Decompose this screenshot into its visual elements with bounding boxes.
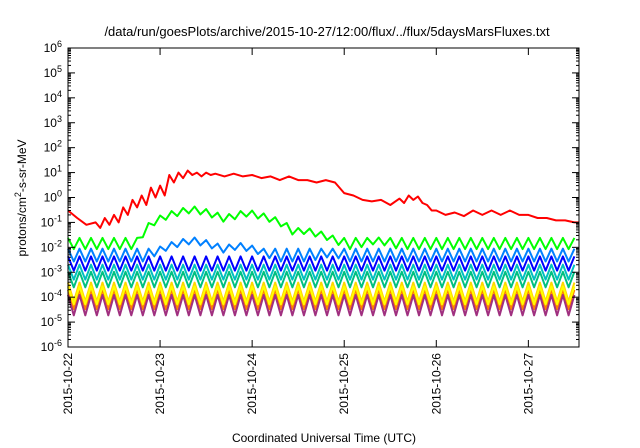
- chart-title: /data/run/goesPlots/archive/2015-10-27/1…: [104, 24, 550, 39]
- y-tick-exp: -3: [54, 263, 62, 273]
- y-tick-label: 10-5: [41, 313, 62, 329]
- y-tick-label: 101: [44, 164, 62, 180]
- y-tick-label: 105: [44, 64, 62, 80]
- x-tick-label: 2015-10-27: [521, 353, 535, 415]
- plot-lines: [67, 169, 579, 317]
- x-tick-label: 2015-10-26: [429, 353, 443, 415]
- y-label-sup: 2: [13, 192, 23, 197]
- series-line-2: [67, 236, 576, 263]
- series-line-1: [67, 205, 576, 251]
- y-tick-exp: 6: [57, 39, 62, 49]
- x-axis: 2015-10-22 2015-10-23 2015-10-24 2015-10-25…: [61, 48, 535, 414]
- y-tick-label: 104: [44, 89, 62, 105]
- y-label-suffix: -s-sr-MeV: [15, 139, 29, 192]
- x-tick-label: 2015-10-24: [245, 353, 259, 415]
- y-tick-base: 10: [41, 215, 55, 229]
- series-line-8: [67, 285, 576, 306]
- y-tick-exp: 1: [57, 164, 62, 174]
- y-tick-base: 10: [44, 91, 58, 105]
- y-tick-label: 103: [44, 114, 62, 130]
- y-tick-label: 10-6: [41, 338, 62, 354]
- y-tick-exp: 2: [57, 139, 62, 149]
- x-tick-label: 2015-10-25: [337, 353, 351, 415]
- y-axis-label: protons/cm2-s-sr-MeV: [13, 139, 29, 256]
- y-tick-base: 10: [41, 240, 55, 254]
- y-tick-label: 106: [44, 39, 62, 55]
- y-tick-base: 10: [41, 315, 55, 329]
- y-tick-base: 10: [41, 265, 55, 279]
- y-tick-label: 100: [44, 189, 62, 205]
- y-tick-exp: -6: [54, 338, 62, 348]
- y-tick-exp: 5: [57, 64, 62, 74]
- y-label-prefix: protons/cm: [15, 197, 29, 256]
- y-tick-exp: -1: [54, 213, 62, 223]
- y-tick-exp: -2: [54, 238, 62, 248]
- y-tick-label: 10-4: [41, 288, 62, 304]
- y-tick-base: 10: [44, 166, 58, 180]
- y-tick-exp: 3: [57, 114, 62, 124]
- y-tick-base: 10: [44, 116, 58, 130]
- y-tick-exp: -4: [54, 288, 62, 298]
- y-tick-exp: -5: [54, 313, 62, 323]
- series-line-5: [67, 270, 576, 289]
- series-line-9: [67, 294, 576, 317]
- y-tick-exp: 0: [57, 189, 62, 199]
- y-tick-base: 10: [44, 191, 58, 205]
- y-tick-label: 10-1: [41, 213, 62, 229]
- y-tick-base: 10: [44, 141, 58, 155]
- series-line-4: [67, 263, 576, 281]
- series-line-3: [67, 255, 576, 272]
- series-line-7: [67, 288, 576, 311]
- y-tick-base: 10: [44, 66, 58, 80]
- y-tick-label: 10-3: [41, 263, 62, 279]
- series-line-0: [67, 169, 579, 229]
- y-tick-base: 10: [41, 340, 55, 354]
- y-tick-exp: 4: [57, 89, 62, 99]
- y-tick-label: 102: [44, 139, 62, 155]
- x-axis-label: Coordinated Universal Time (UTC): [232, 431, 416, 445]
- y-tick-base: 10: [41, 290, 55, 304]
- x-tick-label: 2015-10-22: [61, 353, 75, 415]
- x-tick-label: 2015-10-23: [153, 353, 167, 415]
- y-axis: 10-610-510-410-310-210-11001011021031041…: [41, 39, 579, 354]
- y-tick-base: 10: [44, 41, 58, 55]
- y-tick-label: 10-2: [41, 238, 62, 254]
